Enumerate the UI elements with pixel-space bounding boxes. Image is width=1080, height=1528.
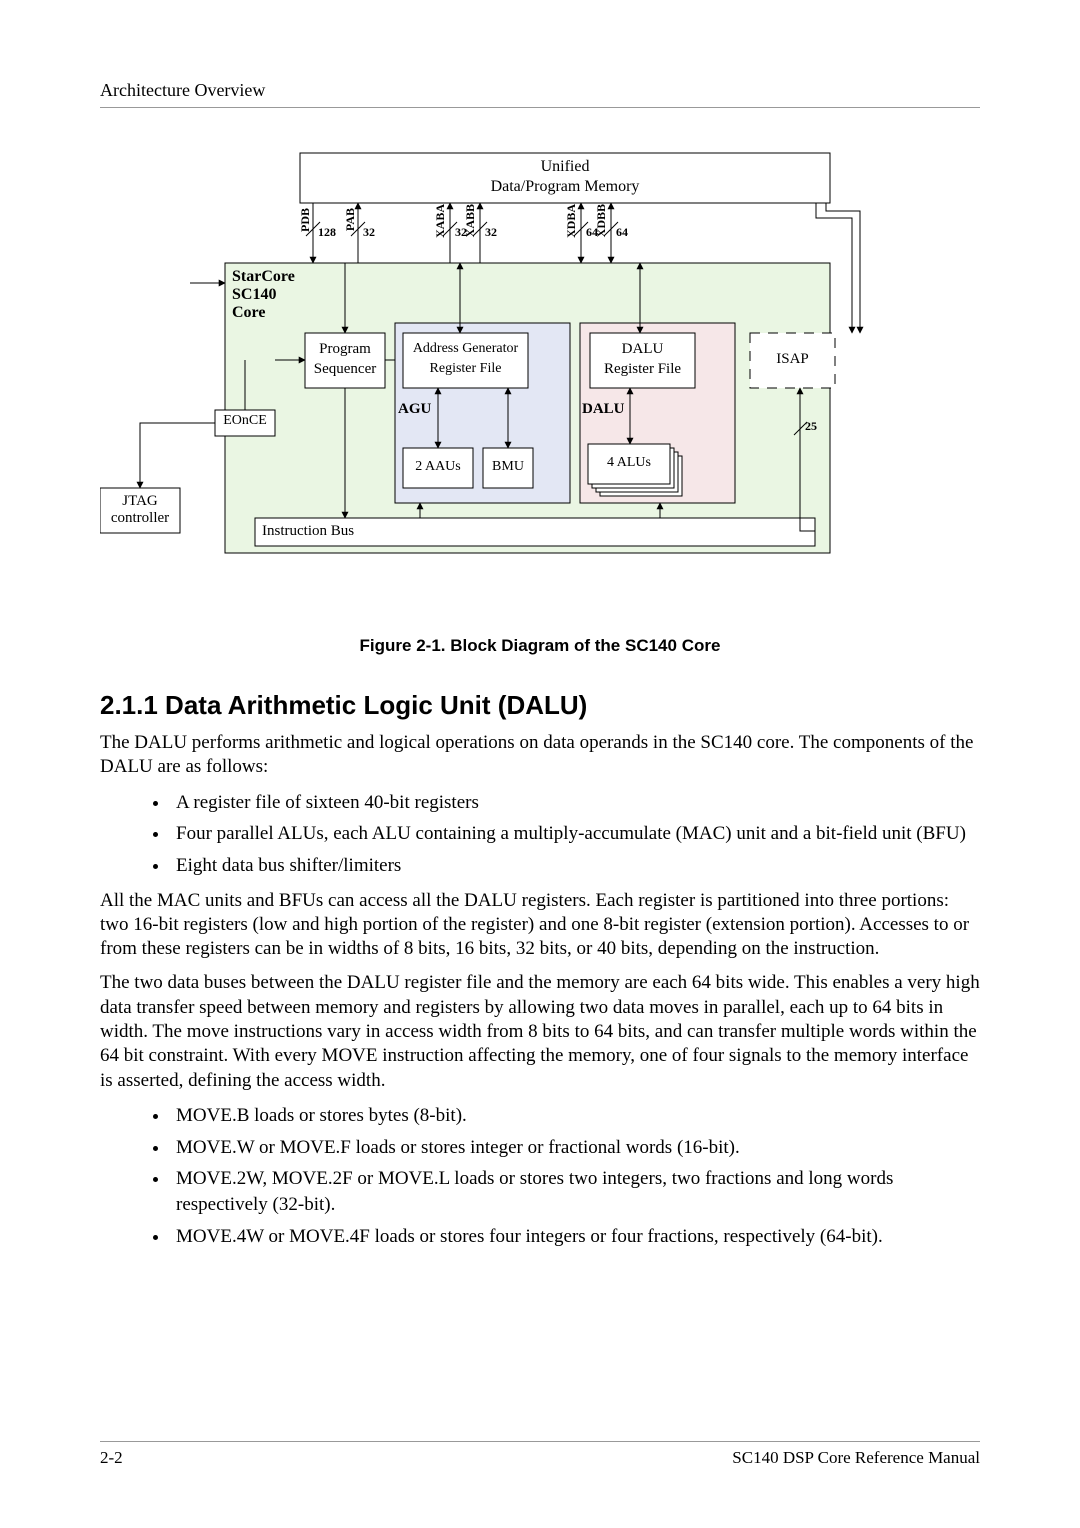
memory-label1: Unified — [460, 158, 670, 176]
bus-xdbb: XDBB — [594, 204, 609, 237]
bus-pab-w: 32 — [363, 226, 375, 240]
list1: A register file of sixteen 40-bit regist… — [100, 790, 980, 879]
header-rule — [100, 107, 980, 108]
footer-left: 2-2 — [100, 1448, 123, 1468]
dalurf-l1: DALU — [590, 341, 695, 358]
list2: MOVE.B loads or stores bytes (8-bit). MO… — [100, 1103, 980, 1249]
list1-i2: Four parallel ALUs, each ALU containing … — [170, 821, 980, 847]
bus-xabb-w: 32 — [485, 226, 497, 240]
bus-xaba: XABA — [433, 204, 448, 238]
jtag-l2: controller — [100, 510, 180, 527]
bus-pdb: PDB — [298, 208, 313, 232]
p2: All the MAC units and BFUs can access al… — [100, 889, 980, 962]
isap-width: 25 — [805, 420, 817, 434]
page: Architecture Overview — [0, 0, 1080, 1528]
pseq-l1: Program — [305, 341, 385, 358]
jtag-l1: JTAG — [100, 493, 180, 510]
core-label2: SC140 — [232, 286, 276, 304]
dalurf-l2: Register File — [590, 361, 695, 378]
list1-i3: Eight data bus shifter/limiters — [170, 853, 980, 879]
p1: The DALU performs arithmetic and logical… — [100, 731, 980, 780]
footer-right: SC140 DSP Core Reference Manual — [732, 1448, 980, 1468]
list2-i2: MOVE.W or MOVE.F loads or stores integer… — [170, 1135, 980, 1161]
p3: The two data buses between the DALU regi… — [100, 971, 980, 1093]
bus-xdba: XDBA — [564, 204, 579, 238]
list1-i1: A register file of sixteen 40-bit regist… — [170, 790, 980, 816]
agu-label: AGU — [398, 401, 431, 418]
core-label1: StarCore — [232, 268, 295, 286]
footer: 2-2 SC140 DSP Core Reference Manual — [100, 1441, 980, 1468]
dalu-label: DALU — [582, 401, 625, 418]
agrf-l2: Register File — [403, 361, 528, 377]
alus-label: 4 ALUs — [588, 455, 670, 471]
aaus-label: 2 AAUs — [403, 459, 473, 475]
footer-rule — [100, 1441, 980, 1442]
core-label3: Core — [232, 304, 265, 322]
agrf-l1: Address Generator — [403, 341, 528, 357]
isap-label: ISAP — [750, 351, 835, 368]
list2-i3: MOVE.2W, MOVE.2F or MOVE.L loads or stor… — [170, 1166, 980, 1217]
bus-xdbb-w: 64 — [616, 226, 628, 240]
pseq-l2: Sequencer — [305, 361, 385, 378]
memory-label2: Data/Program Memory — [460, 178, 670, 196]
eonce-label: EOnCE — [215, 413, 275, 429]
bmu-label: BMU — [483, 459, 533, 475]
bus-pab: PAB — [343, 208, 358, 231]
running-header: Architecture Overview — [100, 80, 980, 101]
list2-i4: MOVE.4W or MOVE.4F loads or stores four … — [170, 1224, 980, 1250]
bus-pdb-w: 128 — [318, 226, 336, 240]
section-title: 2.1.1 Data Arithmetic Logic Unit (DALU) — [100, 690, 980, 721]
figure-block-diagram: Unified Data/Program Memory PDB 128 PAB … — [100, 148, 980, 588]
list2-i1: MOVE.B loads or stores bytes (8-bit). — [170, 1103, 980, 1129]
figure-caption: Figure 2-1. Block Diagram of the SC140 C… — [100, 636, 980, 656]
bus-xabb: XABB — [463, 204, 478, 237]
ibus-label: Instruction Bus — [262, 523, 354, 540]
